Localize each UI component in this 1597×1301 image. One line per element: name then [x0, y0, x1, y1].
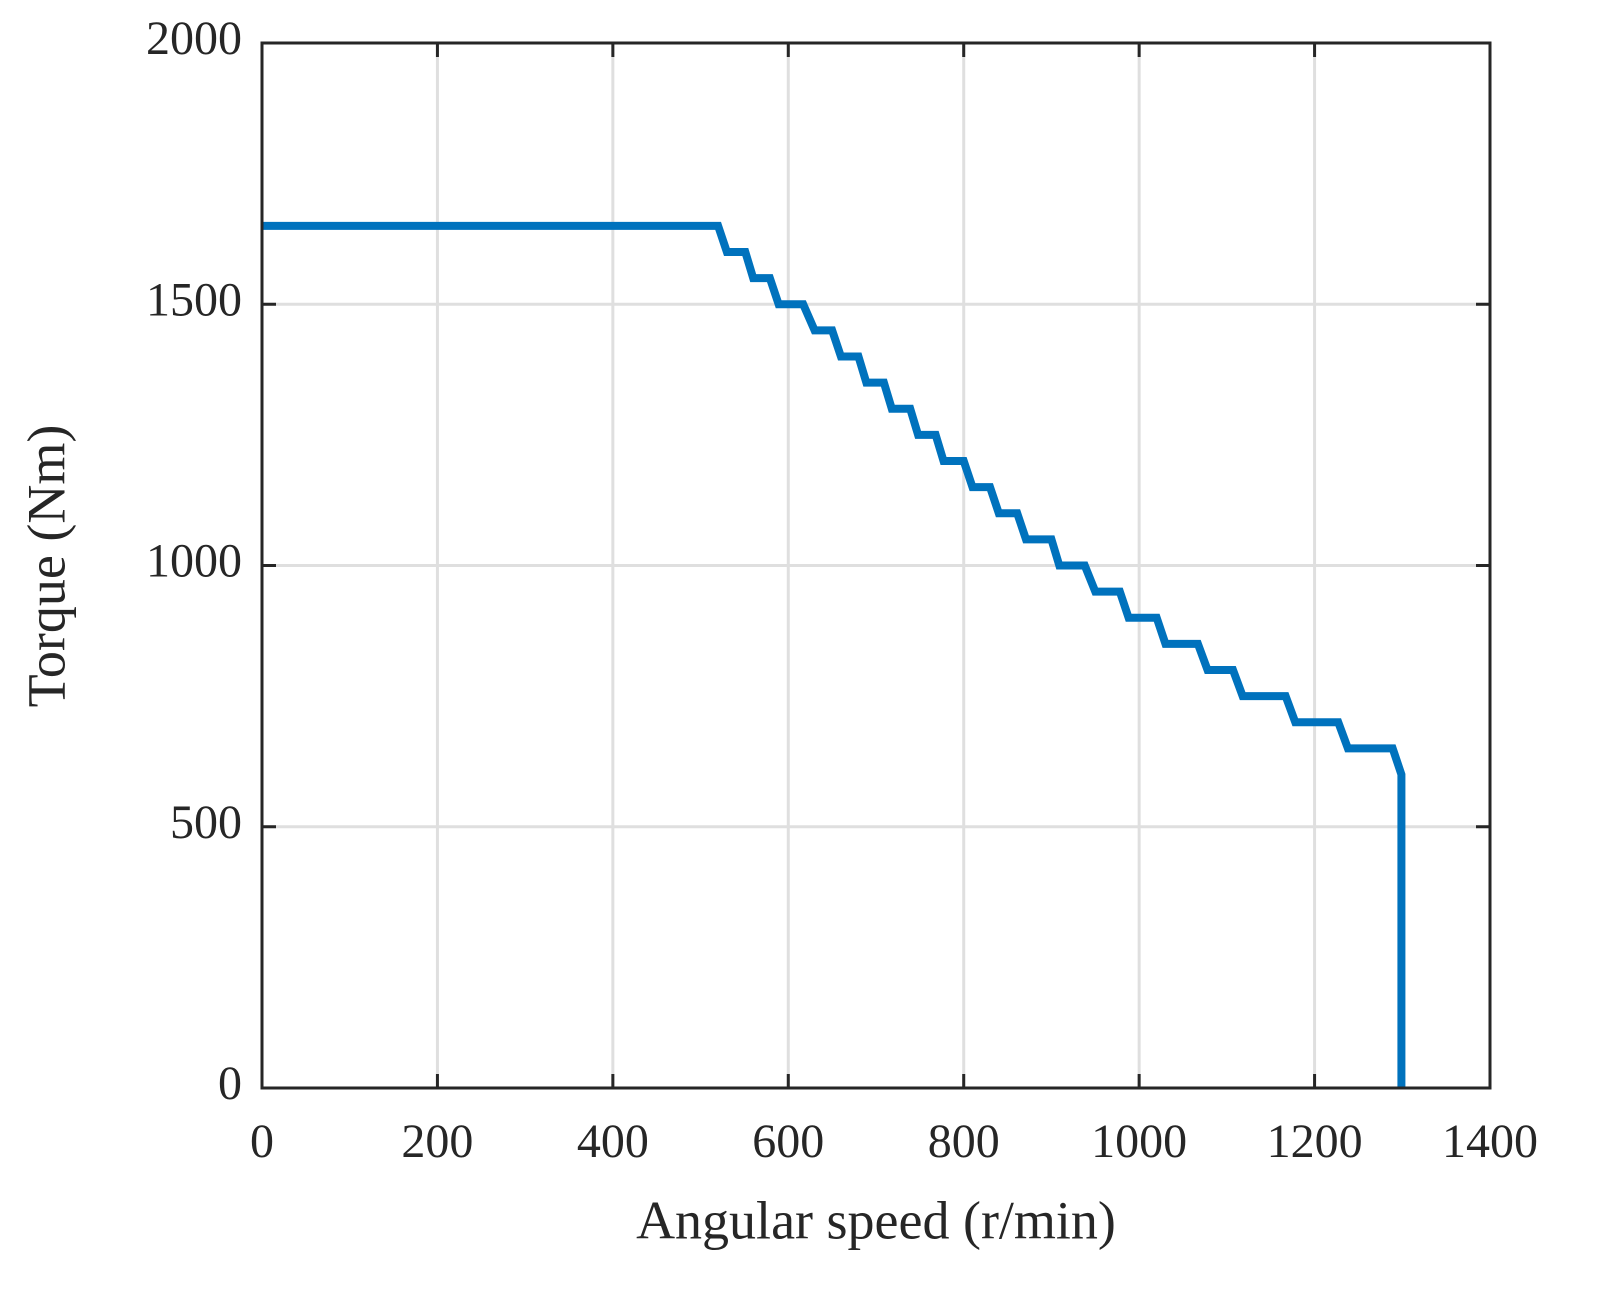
- x-tick-label: 0: [250, 1115, 274, 1168]
- y-tick-label: 1000: [146, 535, 242, 588]
- x-tick-label: 1200: [1267, 1115, 1363, 1168]
- y-tick-label: 0: [218, 1057, 242, 1110]
- y-tick-label: 1500: [146, 273, 242, 326]
- data-line: [262, 221, 1406, 1088]
- x-tick-label: 400: [577, 1115, 649, 1168]
- y-tick-label: 500: [170, 796, 242, 849]
- x-axis-label: Angular speed (r/min): [636, 1190, 1116, 1250]
- y-tick-label: 2000: [146, 12, 242, 65]
- x-tick-label: 600: [752, 1115, 824, 1168]
- x-tick-label: 200: [401, 1115, 473, 1168]
- x-tick-label: 800: [928, 1115, 1000, 1168]
- x-tick-label: 1400: [1442, 1115, 1538, 1168]
- y-axis-label: Torque (Nm): [16, 425, 76, 708]
- x-tick-label: 1000: [1091, 1115, 1187, 1168]
